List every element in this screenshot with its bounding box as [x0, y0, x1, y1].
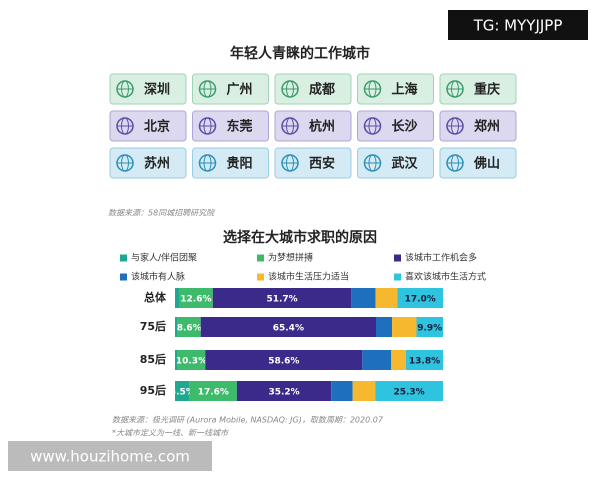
- chart-title: 选择在大城市求职的原因: [223, 229, 377, 246]
- city-name: 东莞: [226, 119, 252, 135]
- legend-label: 该城市生活压力适当: [268, 271, 349, 283]
- bar-segment: [376, 317, 393, 337]
- city-icon: [368, 117, 377, 135]
- city-name: 杭州: [309, 119, 335, 135]
- city-icon: [203, 80, 212, 98]
- bar-segment: [392, 317, 417, 337]
- bar-segment: [416, 317, 443, 337]
- bar-segment: [177, 350, 206, 370]
- legend-swatch: [394, 254, 401, 262]
- bar-segment: [391, 350, 407, 370]
- city-icon: [368, 154, 377, 172]
- value-label: 25.3%: [393, 388, 424, 398]
- city-icon: [451, 80, 459, 98]
- legend-swatch: [257, 254, 264, 262]
- legend-swatch: [120, 273, 127, 281]
- watermark-box: [8, 441, 212, 471]
- city-icon: [121, 117, 129, 135]
- city-name: 长沙: [391, 119, 417, 135]
- legend-label: 该城市有人脉: [131, 271, 185, 283]
- legend-label: 与家人/伴侣团聚: [131, 252, 197, 264]
- bar-segment: [175, 381, 190, 401]
- city-icon: [286, 154, 294, 172]
- city-name: 郑州: [474, 119, 500, 135]
- bar-segment: [175, 350, 178, 370]
- chart-source: 数据来源：极光调研 (Aurora Mobile, NASDAQ: JG)，取数…: [112, 416, 384, 425]
- bar-segment: [175, 317, 178, 337]
- legend-label: 喜欢该城市生活方式: [405, 271, 486, 283]
- value-label: 51.7%: [266, 295, 297, 305]
- legend-swatch: [257, 273, 264, 281]
- bar-segment: [351, 288, 376, 308]
- city-name: 贵阳: [226, 156, 252, 172]
- legend-swatch: [394, 273, 401, 281]
- bar-segment: [406, 350, 443, 370]
- city-icon: [121, 154, 129, 172]
- watermark-box: [448, 10, 588, 40]
- city-name: 苏州: [144, 156, 170, 172]
- watermark: www.houzihome.com: [30, 448, 190, 466]
- bar-segment: [189, 381, 237, 401]
- category-label: 85后: [140, 352, 166, 366]
- cities-title: 年轻人青睐的工作城市: [230, 45, 370, 62]
- bar-segment: [175, 288, 180, 308]
- city-name: 武汉: [391, 156, 418, 172]
- category-label: 95后: [140, 383, 166, 397]
- city-name: 成都: [309, 82, 335, 98]
- value-label: 13.8%: [409, 357, 440, 367]
- category-label: 总体: [144, 290, 167, 304]
- city-icon: [451, 154, 459, 172]
- city-icon: [368, 80, 377, 98]
- cities-source: 数据来源：58同城招聘研究院: [108, 209, 216, 218]
- city-icon: [286, 117, 294, 135]
- bar-segment: [362, 350, 392, 370]
- bar-segment: [331, 381, 353, 401]
- bar-segment: [179, 288, 213, 308]
- value-label: 58.6%: [268, 357, 299, 367]
- legend-swatch: [120, 254, 127, 262]
- city-name: 北京: [144, 119, 170, 135]
- city-name: 深圳: [144, 82, 170, 98]
- bar-segment: [352, 381, 376, 401]
- value-label: 65.4%: [273, 324, 304, 334]
- city-name: 重庆: [474, 82, 500, 98]
- legend-label: 为梦想拼搏: [268, 252, 313, 264]
- city-icon: [203, 117, 212, 135]
- bar-segment: [397, 288, 443, 308]
- watermark: TG: MYYJJPP: [473, 17, 563, 35]
- bar-segment: [200, 317, 376, 337]
- city-name: 广州: [226, 82, 252, 98]
- legend-label: 该城市工作机会多: [405, 252, 477, 264]
- bar-segment: [375, 288, 398, 308]
- category-label: 75后: [140, 319, 166, 333]
- city-icon: [451, 117, 459, 135]
- value-label: 5.5%: [170, 388, 195, 398]
- value-label: 10.3%: [176, 357, 207, 367]
- city-name: 上海: [391, 82, 417, 98]
- chart-note: *大城市定义为一线、新一线城市: [112, 429, 229, 438]
- city-icon: [121, 80, 129, 98]
- city-icon: [286, 80, 294, 98]
- city-icon: [203, 154, 212, 172]
- city-name: 西安: [309, 156, 335, 172]
- bar-segment: [177, 317, 201, 337]
- value-label: 17.6%: [198, 388, 229, 398]
- bar-segment: [205, 350, 363, 370]
- city-name: 佛山: [473, 156, 500, 172]
- value-label: 9.9%: [417, 324, 442, 334]
- value-label: 8.6%: [177, 324, 202, 334]
- value-label: 12.6%: [180, 295, 211, 305]
- bar-segment: [375, 381, 443, 401]
- value-label: 35.2%: [268, 388, 299, 398]
- value-label: 17.0%: [405, 295, 436, 305]
- bar-segment: [212, 288, 352, 308]
- bar-segment: [236, 381, 332, 401]
